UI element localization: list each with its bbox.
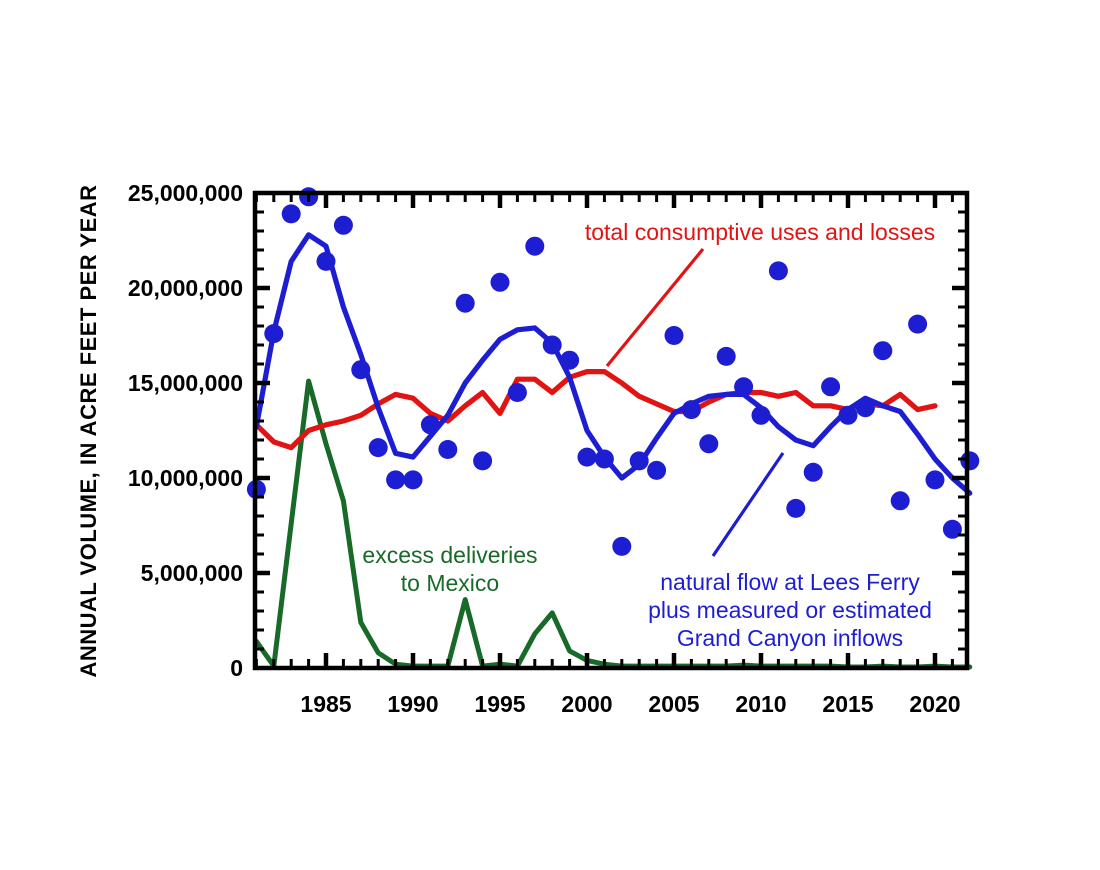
y-tick-label: 20,000,000 — [128, 275, 243, 301]
natural-flow-dot — [316, 251, 336, 271]
natural-flow-dot — [612, 536, 632, 556]
x-tick-labels: 1985 1990 1995 2000 2005 2010 2015 2020 — [300, 691, 960, 717]
natural-flow-label-line-2: plus measured or estimated — [648, 597, 932, 623]
natural-flow-dot — [942, 519, 962, 539]
natural-flow-dot — [838, 405, 858, 425]
natural-flow-dot — [281, 204, 301, 224]
natural-flow-dot — [699, 434, 719, 454]
y-tick-label: 15,000,000 — [128, 370, 243, 396]
natural-flow-dot — [647, 460, 667, 480]
natural-flow-dot — [873, 341, 893, 361]
natural-flow-dot — [681, 400, 701, 420]
y-axis-title: ANNUAL VOLUME, IN ACRE FEET PER YEAR — [76, 184, 101, 677]
natural-flow-dot — [368, 438, 388, 458]
y-tick-labels: 0 5,000,000 10,000,000 15,000,000 20,000,000… — [128, 180, 243, 681]
natural-flow-dot — [438, 440, 458, 459]
natural-flow-dot — [821, 377, 841, 397]
natural-flow-dot — [507, 383, 527, 402]
natural-flow-dot — [786, 498, 806, 518]
natural-flow-dot — [664, 326, 684, 345]
natural-flow-dot — [908, 314, 928, 334]
natural-flow-dot — [386, 470, 406, 490]
mexico-label-line-2: to Mexico — [401, 570, 499, 596]
x-tick-label: 2015 — [822, 691, 873, 717]
natural-flow-dot — [577, 447, 597, 467]
natural-flow-dot — [594, 449, 614, 469]
natural-flow-data-points — [246, 187, 980, 556]
plot-frame — [252, 190, 970, 671]
natural-flow-dot — [490, 272, 510, 292]
natural-flow-dot — [960, 451, 980, 471]
natural-flow-label-line-1: natural flow at Lees Ferry — [660, 569, 920, 595]
natural-flow-dot — [803, 462, 823, 482]
consumptive-uses-label: total consumptive uses and losses — [585, 219, 935, 245]
natural-flow-dot — [629, 451, 649, 471]
y-tick-label: 5,000,000 — [141, 560, 243, 586]
consumptive-line — [253, 369, 938, 451]
natural-flow-callout-line — [711, 452, 785, 557]
natural-flow-dot — [768, 261, 788, 281]
natural-flow-dot — [333, 215, 353, 235]
x-tick-label: 1985 — [300, 691, 351, 717]
natural-flow-dot — [264, 324, 284, 344]
x-tick-label: 2005 — [648, 691, 699, 717]
natural-flow-dot — [420, 415, 440, 435]
y-tick-label: 25,000,000 — [128, 180, 243, 206]
consumptive-callout-line — [605, 247, 705, 368]
natural-flow-dot — [455, 293, 475, 313]
natural-flow-dot — [403, 470, 423, 490]
natural-flow-dot — [855, 398, 875, 418]
x-tick-label: 2020 — [909, 691, 960, 717]
mexico-label-line-1: excess deliveries — [362, 542, 537, 568]
natural-flow-dot — [351, 360, 371, 380]
natural-flow-dot — [473, 451, 493, 471]
y-tick-label: 0 — [230, 655, 243, 681]
x-tick-label: 2000 — [561, 691, 612, 717]
x-tick-label: 1995 — [474, 691, 525, 717]
natural-flow-label-line-3: Grand Canyon inflows — [677, 625, 903, 651]
natural-flow-dot — [525, 236, 545, 256]
natural-flow-dot — [716, 346, 736, 366]
axes-and-ticks — [252, 190, 970, 671]
x-tick-label: 2010 — [735, 691, 786, 717]
natural-flow-dot — [890, 491, 910, 511]
natural-flow-dot — [925, 470, 945, 490]
y-tick-label: 10,000,000 — [128, 465, 243, 491]
natural-flow-dot — [751, 405, 771, 425]
natural-flow-dot — [542, 335, 562, 355]
natural-flow-dot — [734, 377, 754, 397]
x-tick-label: 1990 — [387, 691, 438, 717]
natural-flow-dot — [560, 350, 580, 370]
